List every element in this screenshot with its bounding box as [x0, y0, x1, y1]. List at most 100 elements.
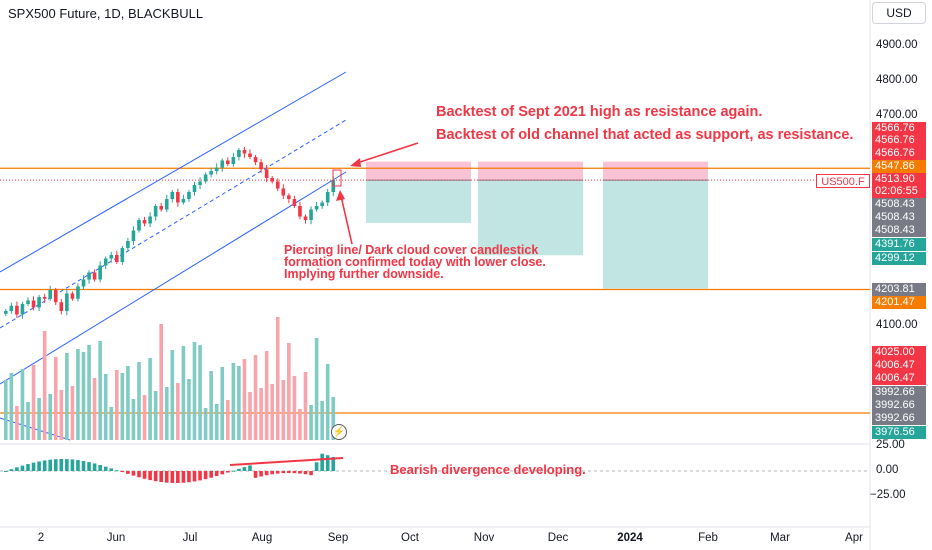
trade-zone-stop [366, 161, 471, 181]
oscillator-bar [275, 471, 280, 474]
candle-body [164, 199, 169, 210]
oscillator-bar [309, 471, 313, 476]
candle-body [259, 162, 263, 170]
candle-body [203, 174, 208, 182]
volume-bar [81, 352, 86, 440]
volume-bar [270, 384, 274, 440]
volume-bar [292, 376, 297, 440]
oscillator-tick: 0.00 [876, 464, 899, 476]
volume-bar [314, 338, 319, 440]
oscillator-bar [192, 471, 197, 482]
volume-bar [298, 409, 302, 440]
candle-body [298, 206, 302, 217]
price-tag: 3992.66 [872, 386, 926, 399]
arrow-head [350, 158, 361, 167]
volume-bar [287, 343, 291, 440]
volume-bar [320, 401, 324, 440]
oscillator-bar [31, 462, 36, 471]
lightning-icon[interactable]: ⚡ [331, 424, 347, 440]
oscillator-bar [137, 471, 141, 478]
volume-bar [237, 366, 241, 440]
candle-body [314, 206, 319, 210]
oscillator-bar [20, 465, 25, 471]
volume-bar [126, 366, 130, 440]
oscillator-bar [159, 471, 163, 483]
price-tick: 4100.00 [876, 319, 918, 331]
symbol-price-tag: US500.F [816, 174, 870, 188]
candle-body [181, 199, 186, 203]
volume-bar [31, 365, 36, 440]
candle-body [48, 290, 52, 299]
oscillator-bar [226, 471, 230, 473]
candle-body [92, 272, 97, 280]
volume-bar [264, 351, 269, 440]
volume-bar [176, 383, 180, 440]
price-tick: 4800.00 [876, 74, 918, 86]
candle-body [320, 202, 324, 206]
trade-zone-stop [603, 161, 708, 181]
symbol-title[interactable]: SPX500 Future, 1D, BLACKBULL [8, 6, 204, 21]
annotation-divergence: Bearish divergence developing. [390, 462, 586, 477]
oscillator-bar [15, 467, 19, 471]
candle-body [87, 272, 91, 280]
candle-body [137, 220, 141, 231]
candle-body [176, 192, 180, 203]
oscillator-bar [115, 470, 119, 472]
time-axis-label: Aug [251, 532, 273, 544]
candle-body [220, 160, 225, 168]
candle-body [198, 181, 202, 185]
oscillator-tick: −25.00 [870, 489, 906, 501]
oscillator-bar [198, 471, 202, 481]
volume-bar [242, 359, 247, 440]
time-axis-label: Feb [698, 532, 718, 544]
candle-body [287, 195, 291, 199]
volume-bar [9, 373, 14, 440]
current-candle-highlight [332, 169, 342, 187]
candle-body [253, 157, 258, 163]
oscillator-bar [164, 471, 169, 483]
oscillator-bar [70, 459, 75, 471]
annotation-candlestick-pattern: Piercing line/ Dark cloud cover candlest… [284, 243, 546, 281]
volume-bar [20, 369, 25, 440]
time-axis-label: Oct [401, 532, 419, 544]
candle-body [81, 279, 86, 287]
candle-body [226, 160, 230, 164]
arrow-line [353, 142, 419, 165]
oscillator-bar [59, 459, 64, 471]
candle-body [231, 157, 236, 164]
oscillator-bar [303, 471, 308, 475]
candle-body [270, 178, 274, 182]
arrow-line [340, 195, 353, 245]
volume-bar [59, 390, 64, 440]
price-tag: 4508.43 [872, 211, 926, 224]
candle-body [103, 258, 108, 266]
candle-body [31, 300, 36, 308]
oscillator-bar [292, 471, 297, 474]
candle-body [159, 206, 163, 210]
volume-bar [275, 317, 280, 440]
candle-body [192, 185, 197, 192]
time-axis-label: Jun [106, 532, 126, 544]
volume-bar [131, 399, 136, 440]
oscillator-bar [264, 471, 269, 476]
candle-body [237, 150, 241, 157]
oscillator-tick: 25.00 [876, 439, 905, 451]
candle-body [42, 297, 47, 299]
annotation-resistance: Backtest of Sept 2021 high as resistance… [436, 104, 763, 120]
currency-button[interactable]: USD [872, 2, 926, 24]
time-axis-label: Jul [182, 532, 198, 544]
volume-bar [109, 407, 114, 440]
price-tag: 02:06:55 [872, 185, 926, 198]
volume-bar [259, 388, 263, 440]
channel-mid [0, 119, 347, 329]
time-axis-label: Apr [845, 532, 863, 544]
price-tag: 4203.81 [872, 283, 926, 296]
annotation-channel: Backtest of old channel that acted as su… [436, 127, 854, 143]
oscillator-bar [26, 464, 30, 471]
volume-bar [42, 331, 47, 440]
oscillator-bar [214, 471, 219, 477]
volume-bar [170, 350, 175, 440]
volume-bar [137, 362, 141, 440]
